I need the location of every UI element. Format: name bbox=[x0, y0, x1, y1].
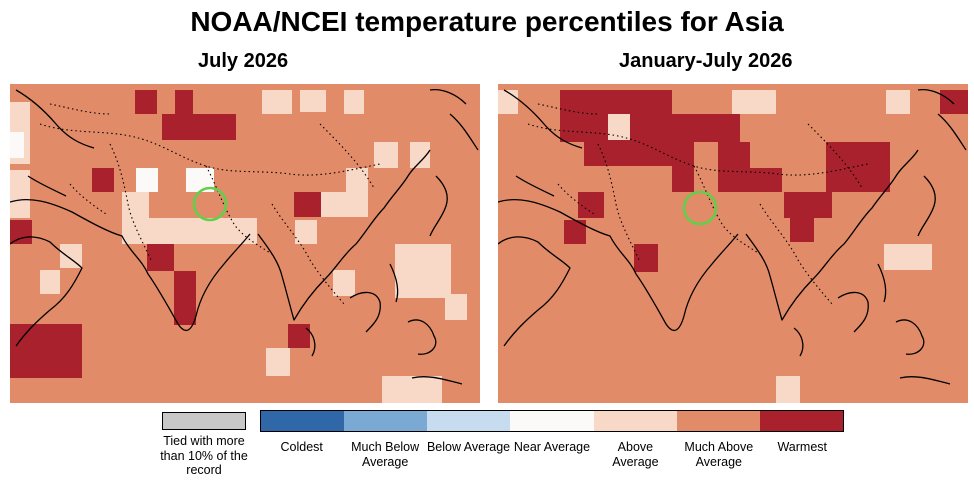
legend-label-warmest: Warmest bbox=[777, 440, 828, 454]
map-july-svg bbox=[10, 88, 479, 403]
july-warmest-cells bbox=[10, 90, 321, 378]
subtitle-july: July 2026 bbox=[198, 50, 289, 72]
legend-tied-swatch bbox=[162, 412, 246, 430]
figure-title: NOAA/NCEI temperature percentiles for As… bbox=[190, 6, 784, 37]
map-january-july-svg bbox=[498, 88, 968, 403]
legend-swatch-below-average bbox=[427, 411, 511, 431]
legend-swatch-near-average bbox=[510, 411, 594, 431]
legend-tied-label: Tied with more than 10% of the record bbox=[160, 434, 248, 477]
legend-swatch-much-above-average bbox=[676, 411, 760, 431]
legend-swatch-above-average bbox=[593, 411, 677, 431]
july-above-cells bbox=[10, 90, 467, 403]
legend-label-below-average: Below Average bbox=[426, 440, 511, 454]
legend-label-near-average: Near Average bbox=[513, 440, 591, 454]
highlight-circle-july bbox=[192, 186, 228, 222]
jan-jul-coastlines bbox=[498, 88, 967, 385]
map-panel-july bbox=[10, 84, 480, 403]
july-coastlines bbox=[10, 88, 479, 385]
jan-jul-borders bbox=[527, 103, 869, 305]
legend-label-much-above-average: Much Above Average bbox=[684, 440, 754, 469]
legend-label-coldest: Coldest bbox=[280, 440, 323, 454]
legend-labels: Coldest Much Below Average Below Average… bbox=[260, 440, 844, 470]
legend-swatch-warmest bbox=[759, 411, 843, 431]
subtitle-january-july: January-July 2026 bbox=[619, 50, 793, 72]
highlight-circle-january-july bbox=[682, 190, 718, 226]
legend-swatch-coldest bbox=[261, 411, 345, 431]
legend-label-above-average: Above Average bbox=[612, 440, 659, 469]
legend-label-much-below-average: Much Below Average bbox=[351, 440, 420, 469]
july-borders bbox=[39, 103, 381, 305]
legend-color-scale bbox=[260, 410, 844, 432]
map-panel-january-july bbox=[498, 84, 968, 403]
legend-swatch-much-below-average bbox=[344, 411, 428, 431]
